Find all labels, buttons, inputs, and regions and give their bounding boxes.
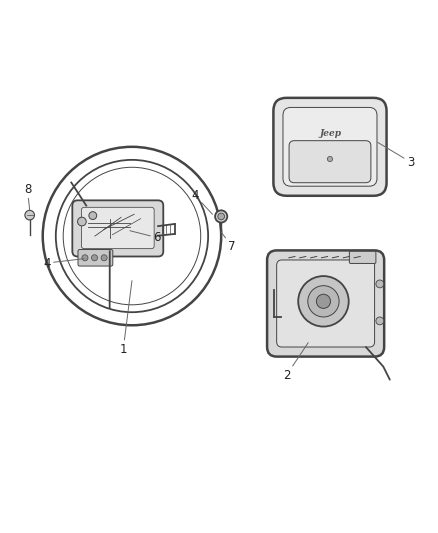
Circle shape bbox=[101, 255, 107, 261]
Circle shape bbox=[376, 317, 384, 325]
Circle shape bbox=[308, 286, 339, 317]
Text: 4: 4 bbox=[43, 256, 84, 270]
Circle shape bbox=[25, 211, 35, 220]
FancyBboxPatch shape bbox=[267, 251, 384, 357]
Text: 6: 6 bbox=[130, 231, 161, 244]
Text: Jeep: Jeep bbox=[319, 130, 341, 138]
FancyBboxPatch shape bbox=[277, 260, 374, 347]
Circle shape bbox=[215, 211, 227, 223]
Text: 7: 7 bbox=[221, 232, 236, 253]
Circle shape bbox=[78, 217, 86, 226]
Text: 8: 8 bbox=[24, 182, 31, 211]
Circle shape bbox=[92, 255, 98, 261]
FancyBboxPatch shape bbox=[350, 251, 376, 263]
Circle shape bbox=[298, 276, 349, 327]
Circle shape bbox=[82, 255, 88, 261]
Circle shape bbox=[218, 213, 225, 220]
FancyBboxPatch shape bbox=[78, 249, 113, 266]
Circle shape bbox=[89, 212, 97, 220]
FancyBboxPatch shape bbox=[289, 141, 371, 183]
FancyBboxPatch shape bbox=[81, 207, 154, 249]
Circle shape bbox=[376, 280, 384, 288]
Text: 2: 2 bbox=[283, 343, 308, 382]
Text: 4: 4 bbox=[191, 189, 212, 214]
Circle shape bbox=[316, 294, 331, 309]
Text: 3: 3 bbox=[378, 142, 414, 168]
Circle shape bbox=[327, 156, 332, 161]
Text: 1: 1 bbox=[120, 281, 132, 356]
FancyBboxPatch shape bbox=[72, 200, 163, 256]
FancyBboxPatch shape bbox=[283, 108, 377, 186]
FancyBboxPatch shape bbox=[273, 98, 387, 196]
